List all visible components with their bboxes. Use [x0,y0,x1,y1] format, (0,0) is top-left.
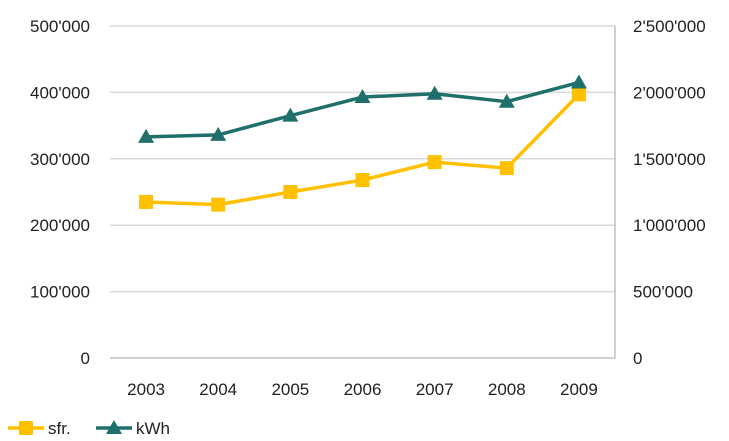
data-point [211,197,226,212]
x-tick-label: 2005 [271,380,309,399]
legend-label: kWh [136,419,170,438]
x-tick-label: 2006 [344,380,382,399]
right-tick-label: 2'500'000 [633,17,706,36]
legend-label: sfr. [48,419,71,438]
gridlines [110,25,615,293]
left-tick-label: 500'000 [30,17,90,36]
right-tick-label: 500'000 [633,283,693,302]
data-point [283,185,298,199]
right-tick-label: 1'000'000 [633,216,706,235]
x-tick-label: 2004 [199,380,237,399]
left-axis-ticks: 0 100'000 200'000 300'000 400'000 500'000 [30,17,90,368]
data-point [139,194,154,209]
data-point [499,161,514,176]
series-2 [138,74,587,143]
series [138,74,587,212]
left-tick-label: 100'000 [30,283,90,302]
data-point [570,74,587,89]
data-point [498,93,515,108]
right-axis-ticks: 0 500'000 1'000'000 1'500'000 2'000'000 2'500… [633,17,706,368]
data-point [427,155,442,170]
series-line [146,93,581,207]
legend: sfr. kWh [8,419,170,438]
data-point [355,173,370,188]
data-point [571,87,586,102]
data-point [210,126,227,141]
left-tick-label: 300'000 [30,150,90,169]
x-tick-label: 2009 [560,380,598,399]
right-tick-label: 2'000'000 [633,83,706,102]
data-point [282,107,299,122]
x-tick-label: 2007 [416,380,454,399]
right-tick-label: 1'500'000 [633,150,706,169]
right-tick-label: 0 [633,349,642,368]
left-tick-label: 400'000 [30,83,90,102]
left-tick-label: 0 [81,349,90,368]
legend-marker [106,420,122,434]
data-point [426,85,443,100]
x-axis-ticks: 2003 2004 2005 2006 2007 2008 2009 [127,380,598,399]
axes [110,26,616,359]
x-tick-label: 2008 [488,380,526,399]
data-point [354,89,371,104]
legend-marker [19,421,33,435]
x-tick-label: 2003 [127,380,165,399]
series-1 [139,87,586,212]
data-point [138,128,155,143]
legend-entry: kWh [96,419,170,438]
legend-entry: sfr. [8,419,71,438]
left-tick-label: 200'000 [30,216,90,235]
